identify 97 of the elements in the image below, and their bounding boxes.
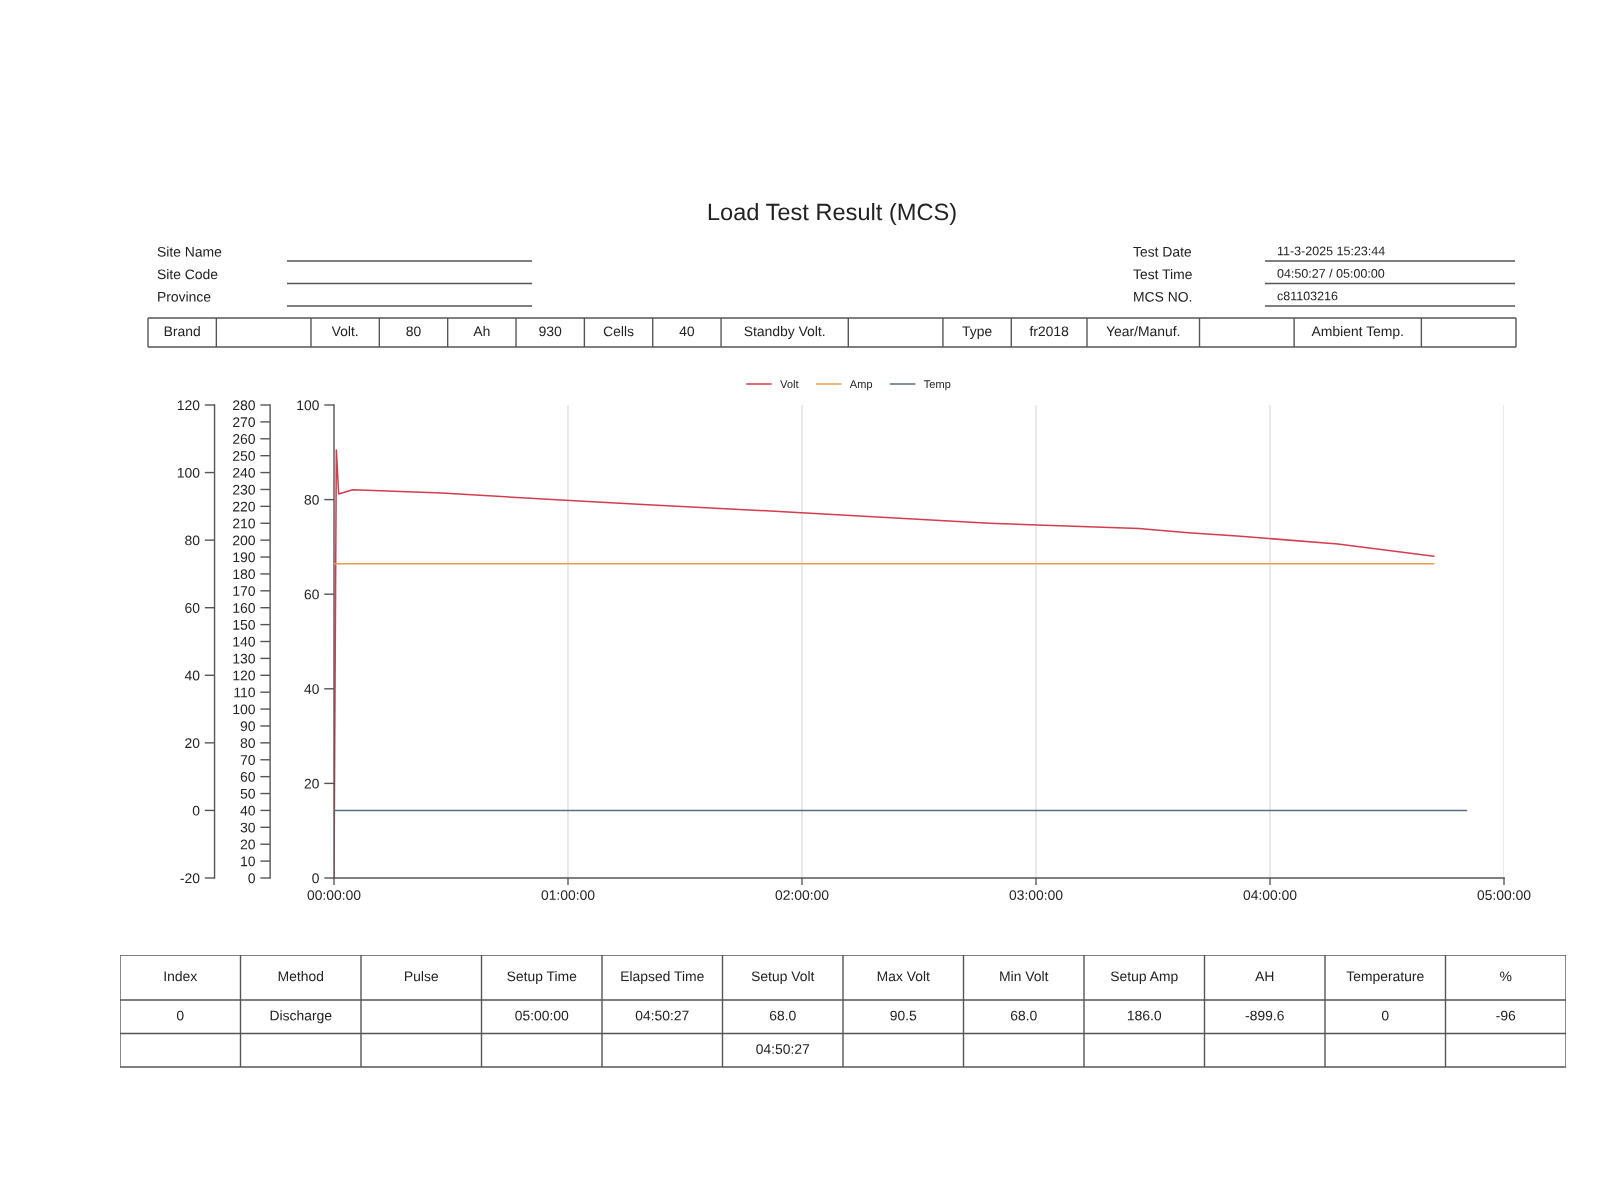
y2-tick-label: 50	[240, 788, 255, 799]
y2-tick-label: 120	[233, 670, 255, 681]
y2-tick-label: 0	[248, 873, 255, 884]
y2-tick-label: 230	[233, 484, 255, 495]
text: 05:00:00	[515, 1010, 569, 1021]
category-label: Method	[278, 971, 324, 982]
y2-tick-label: 100	[233, 704, 255, 715]
category-label: 40	[679, 326, 695, 337]
y2-tick-label: 200	[233, 535, 255, 546]
category-label: Site Code	[157, 269, 218, 280]
y-tick-label: 60	[185, 603, 200, 613]
y2-tick-label: 190	[233, 552, 255, 563]
y2-tick-label: 150	[233, 619, 255, 630]
y2-tick-label: 220	[233, 501, 255, 512]
text: 04:50:27	[635, 1010, 689, 1021]
category-label: Ah	[473, 326, 490, 337]
category-label: Max Volt	[877, 971, 930, 982]
y2-tick-label: 250	[233, 451, 255, 461]
category-label: Setup Amp	[1110, 971, 1178, 984]
category-label: Province	[158, 291, 211, 302]
y2-tick-label: 170	[233, 586, 255, 596]
category-label: Test Date	[1133, 247, 1192, 257]
y2-tick-label: 30	[240, 822, 255, 833]
legend-label: Amp	[849, 380, 873, 391]
y2-tick-label: 40	[240, 805, 255, 816]
text: 04:50:27 / 05:00:00	[1277, 268, 1385, 278]
category-label: Index	[164, 971, 198, 982]
text: 90.5	[890, 1010, 917, 1021]
y-tick-label: 80	[304, 494, 319, 505]
category-label: Cells	[603, 326, 634, 337]
category-label: Site Name	[157, 246, 222, 257]
text: 68.0	[1010, 1010, 1037, 1021]
y-tick-label: 0	[192, 805, 200, 816]
category-label: Volt.	[331, 326, 358, 337]
y2-tick-label: 10	[241, 856, 255, 867]
y2-tick-label: 270	[233, 417, 255, 428]
y-tick-label: 60	[304, 589, 319, 600]
y2-tick-label: 280	[233, 400, 255, 411]
category-label: Setup Volt	[751, 971, 815, 984]
text: Load Test Result (MCS)	[708, 203, 956, 225]
y-tick-label: 80	[185, 535, 200, 546]
category-label: Ambient Temp.	[1311, 326, 1403, 339]
y2-tick-label: 210	[233, 518, 255, 529]
x-tick-label: 02:00:00	[775, 890, 829, 901]
y2-tick-label: 60	[240, 771, 255, 782]
text: 04:50:27	[756, 1044, 810, 1054]
category-label: Setup Time	[507, 971, 577, 984]
category-label: Brand	[164, 326, 200, 337]
text: 0	[1381, 1010, 1389, 1021]
y2-tick-label: 180	[233, 569, 255, 580]
category-label: 930	[539, 326, 562, 337]
y2-tick-label: 80	[240, 738, 255, 749]
category-label: Test Time	[1133, 269, 1192, 280]
category-label: AH	[1255, 971, 1274, 982]
category-label: MCS NO.	[1134, 291, 1192, 302]
category-label: Temperature	[1346, 971, 1424, 984]
y-tick-label: 100	[177, 467, 200, 478]
y2-tick-label: 130	[233, 653, 255, 664]
y2-tick-label: 140	[233, 636, 255, 647]
x-tick-label: 05:00:00	[1477, 890, 1531, 901]
y2-tick-label: 70	[240, 755, 255, 765]
text: 186.0	[1127, 1010, 1162, 1021]
y-tick-label: 0	[312, 873, 319, 884]
y-tick-label: 40	[304, 684, 319, 694]
text: -96	[1496, 1010, 1516, 1021]
y2-tick-label: 260	[233, 434, 255, 444]
category-label: Year/Manuf.	[1106, 326, 1180, 337]
x-tick-label: 00:00:00	[307, 890, 361, 901]
y-tick-label: 20	[185, 738, 200, 749]
category-label: Standby Volt.	[744, 326, 825, 339]
y2-tick-label: 160	[233, 603, 255, 613]
y-tick-label: 120	[177, 400, 200, 411]
x-tick-label: 03:00:00	[1009, 890, 1063, 901]
y2-tick-label: 240	[233, 467, 255, 478]
category-label: %	[1500, 971, 1512, 982]
y-tick-label: 20	[304, 778, 319, 789]
text: 68.0	[769, 1010, 796, 1021]
y-tick-label: -20	[180, 873, 200, 884]
y2-tick-label: 20	[240, 839, 255, 850]
text: Discharge	[270, 1010, 332, 1024]
category-label: fr2018	[1029, 326, 1069, 337]
text: -899.6	[1245, 1010, 1284, 1021]
legend-label: Temp	[923, 380, 951, 391]
category-label: Pulse	[405, 971, 438, 982]
y-tick-label: 100	[297, 400, 319, 411]
category-label: 80	[406, 326, 421, 337]
category-label: Type	[962, 326, 992, 339]
category-label: Elapsed Time	[621, 971, 704, 984]
text: 11-3-2025 15:23:44	[1277, 246, 1385, 256]
y2-tick-label: 90	[240, 721, 255, 732]
legend-label: Volt	[780, 379, 799, 389]
y2-tick-label: 110	[234, 687, 255, 698]
x-tick-label: 04:00:00	[1243, 890, 1297, 901]
text: c81103216	[1277, 291, 1338, 301]
y-tick-label: 40	[184, 670, 200, 681]
x-tick-label: 01:00:00	[541, 890, 595, 901]
category-label: Min Volt	[1000, 971, 1049, 982]
